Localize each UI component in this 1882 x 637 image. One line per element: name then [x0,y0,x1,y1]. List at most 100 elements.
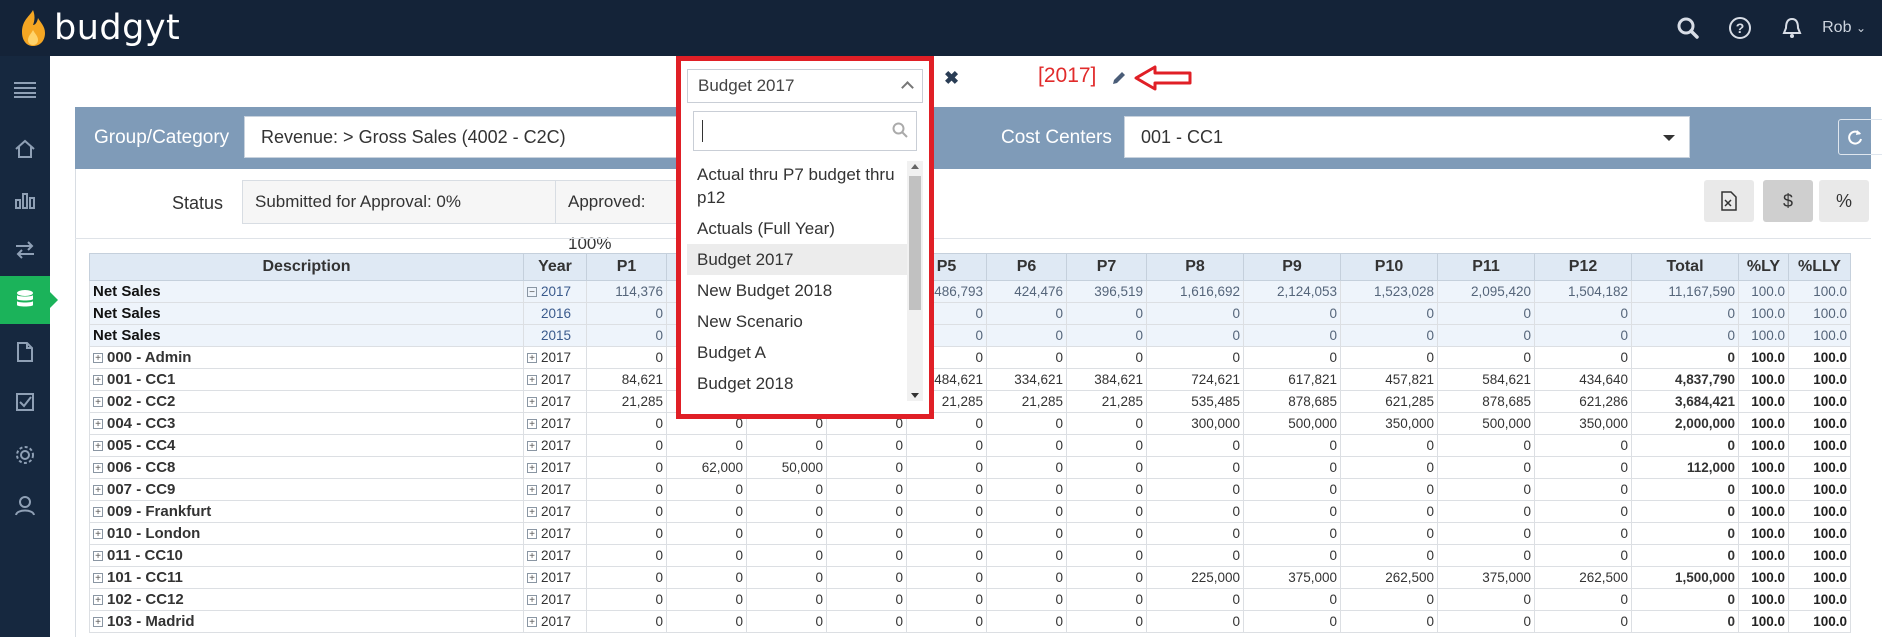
table-row[interactable]: +000 - Admin +2017 0 0 0 0 0 0 0 0 0 0 100.0 100.0 [89,346,1851,369]
period-value[interactable]: 1,616,692 [1146,280,1244,303]
period-value[interactable]: 0 [986,302,1067,325]
gear-icon[interactable] [0,431,50,479]
table-row[interactable]: +011 - CC10 +2017 0 0 0 0 0 0 0 0 0 0 0 0 0 100.0 100.0 [89,544,1851,567]
period-value[interactable]: 0 [1340,522,1438,545]
app-logo[interactable]: budgyt [16,4,180,52]
scenario-dropdown[interactable]: Budget 2017 Actual thru P7 budget thru p… [676,56,934,419]
period-value[interactable]: 0 [666,544,747,567]
expand-icon[interactable]: + [93,419,103,430]
scenario-option[interactable]: New Scenario [697,312,803,331]
dollar-view-button[interactable]: $ [1763,180,1813,222]
period-value[interactable]: 0 [1066,610,1147,633]
period-value[interactable]: 0 [666,610,747,633]
expand-icon[interactable]: + [93,397,103,408]
period-value[interactable]: 0 [746,500,827,523]
period-value[interactable]: 0 [1534,588,1632,611]
period-value[interactable]: 0 [986,324,1067,347]
expand-icon[interactable]: + [527,617,537,628]
period-value[interactable]: 0 [1437,478,1535,501]
period-value[interactable]: 0 [826,456,907,479]
scenario-option[interactable]: New Budget 2018 [697,281,833,300]
expand-icon[interactable]: + [93,353,103,364]
period-value[interactable]: 62,000 [666,456,747,479]
period-value[interactable]: 0 [826,544,907,567]
period-value[interactable]: 0 [746,478,827,501]
period-value[interactable]: 0 [986,346,1067,369]
period-value[interactable]: 0 [986,500,1067,523]
period-value[interactable]: 0 [1146,522,1244,545]
period-value[interactable]: 1,504,182 [1534,280,1632,303]
period-value[interactable]: 584,621 [1437,368,1535,391]
table-row[interactable]: Net Sales 2015 0 0 0 0 0 0 0 0 0 0 100.0 100.0 [89,324,1851,347]
period-value[interactable]: 0 [826,434,907,457]
period-value[interactable]: 0 [1437,500,1535,523]
period-value[interactable]: 0 [1534,346,1632,369]
period-value[interactable]: 0 [986,434,1067,457]
table-row[interactable]: +009 - Frankfurt +2017 0 0 0 0 0 0 0 0 0 0 0 0 0 100.0 1… [89,500,1851,523]
table-row[interactable]: +103 - Madrid +2017 0 0 0 0 0 0 0 0 0 0 0 0 0 100.0 100.… [89,610,1851,633]
period-value[interactable]: 0 [1534,434,1632,457]
scenario-option[interactable]: Actuals (Full Year) [697,219,835,238]
document-icon[interactable] [0,328,50,376]
period-value[interactable]: 0 [666,588,747,611]
period-value[interactable]: 0 [1146,456,1244,479]
period-value[interactable]: 0 [1243,434,1341,457]
expand-icon[interactable]: + [527,353,537,364]
period-value[interactable]: 334,621 [986,368,1067,391]
period-value[interactable]: 0 [1243,588,1341,611]
period-value[interactable]: 0 [1437,346,1535,369]
period-value[interactable]: 878,685 [1243,390,1341,413]
scenario-select[interactable]: Budget 2017 [687,69,923,103]
period-value[interactable]: 0 [746,434,827,457]
period-value[interactable]: 0 [746,610,827,633]
table-row[interactable]: Net Sales 2016 0 0 0 0 0 0 0 0 0 0 100.0 100.0 [89,302,1851,325]
expand-icon[interactable]: + [93,551,103,562]
period-value[interactable]: 0 [1066,478,1147,501]
period-value[interactable]: 0 [1340,588,1438,611]
expand-icon[interactable]: + [93,595,103,606]
period-value[interactable]: 0 [906,456,987,479]
user-support-icon[interactable] [0,482,50,530]
database-icon[interactable] [0,276,58,324]
scroll-up-arrow[interactable] [911,164,919,169]
period-value[interactable]: 0 [826,478,907,501]
expand-icon[interactable]: + [527,507,537,518]
period-value[interactable]: 0 [1243,478,1341,501]
period-value[interactable]: 0 [1340,456,1438,479]
period-value[interactable]: 84,621 [586,368,667,391]
period-value[interactable]: 0 [986,566,1067,589]
expand-icon[interactable]: + [527,529,537,540]
collapse-icon[interactable]: − [527,287,537,298]
period-value[interactable]: 0 [1243,544,1341,567]
transfer-arrows-icon[interactable] [0,226,50,274]
expand-icon[interactable]: + [527,463,537,474]
table-row[interactable]: +004 - CC3 +2017 0 0 0 0 0 0 0 300,000 500,000 350,… [89,412,1851,435]
clear-scenario-icon[interactable]: ✖ [944,68,960,88]
period-value[interactable]: 617,821 [1243,368,1341,391]
group-category-select[interactable]: Revenue: > Gross Sales (4002 - C2C) [244,116,684,158]
period-value[interactable]: 0 [666,500,747,523]
period-value[interactable]: 0 [586,544,667,567]
period-value[interactable]: 0 [1437,434,1535,457]
period-value[interactable]: 0 [1534,478,1632,501]
period-value[interactable]: 0 [1066,522,1147,545]
period-value[interactable]: 0 [1146,610,1244,633]
expand-icon[interactable]: + [93,507,103,518]
period-value[interactable]: 0 [1534,302,1632,325]
period-value[interactable]: 0 [1340,434,1438,457]
period-value[interactable]: 0 [666,566,747,589]
period-value[interactable]: 0 [1066,302,1147,325]
period-value[interactable]: 0 [586,456,667,479]
table-row[interactable]: Net Sales −2017 114,376 486,793 424,476 396,5… [89,280,1851,303]
period-value[interactable]: 0 [586,324,667,347]
period-value[interactable]: 0 [826,610,907,633]
period-value[interactable]: 396,519 [1066,280,1147,303]
period-value[interactable]: 2,124,053 [1243,280,1341,303]
period-value[interactable]: 0 [986,588,1067,611]
period-value[interactable]: 0 [986,456,1067,479]
period-value[interactable]: 424,476 [986,280,1067,303]
period-value[interactable]: 0 [666,434,747,457]
expand-icon[interactable]: + [93,529,103,540]
checklist-icon[interactable] [0,378,50,426]
period-value[interactable]: 500,000 [1243,412,1341,435]
